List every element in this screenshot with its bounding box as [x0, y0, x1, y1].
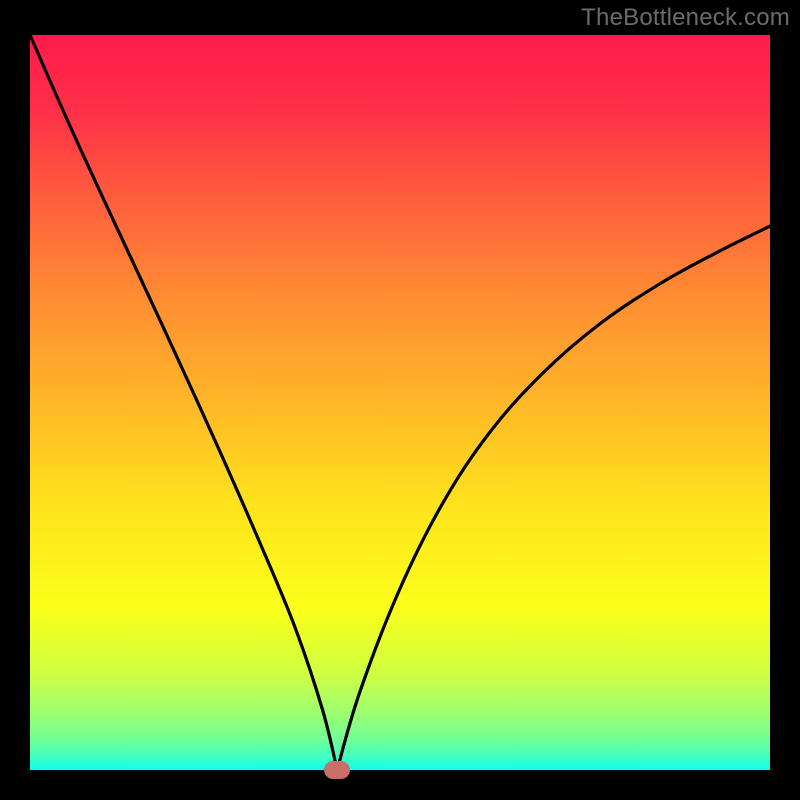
bottleneck-curve — [30, 35, 770, 770]
bottleneck-chart — [30, 35, 770, 770]
chart-frame: TheBottleneck.com — [0, 0, 800, 800]
optimum-marker — [324, 761, 350, 779]
watermark-text: TheBottleneck.com — [581, 4, 790, 32]
